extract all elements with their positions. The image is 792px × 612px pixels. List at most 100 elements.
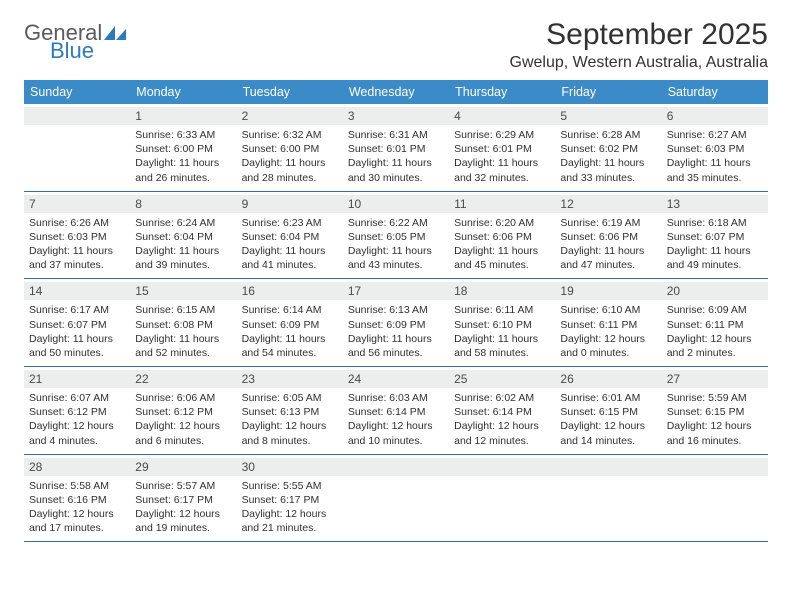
week-row: 28Sunrise: 5:58 AMSunset: 6:16 PMDayligh… xyxy=(24,455,768,543)
sunset-text: Sunset: 6:10 PM xyxy=(454,318,550,332)
sunrise-text: Sunrise: 6:19 AM xyxy=(560,216,656,230)
day-info: Sunrise: 6:29 AMSunset: 6:01 PMDaylight:… xyxy=(454,128,550,185)
week-row: 7Sunrise: 6:26 AMSunset: 6:03 PMDaylight… xyxy=(24,192,768,280)
daylight-text: Daylight: 11 hours and 50 minutes. xyxy=(29,332,125,360)
day-info: Sunrise: 6:23 AMSunset: 6:04 PMDaylight:… xyxy=(242,216,338,273)
sunset-text: Sunset: 6:13 PM xyxy=(242,405,338,419)
daylight-text: Daylight: 12 hours and 17 minutes. xyxy=(29,507,125,535)
sunrise-text: Sunrise: 6:10 AM xyxy=(560,303,656,317)
day-cell: 27 Sunrise: 5:59 AMSunset: 6:15 PMDayligh… xyxy=(662,367,768,454)
sunset-text: Sunset: 6:06 PM xyxy=(454,230,550,244)
day-info: Sunrise: 6:22 AMSunset: 6:05 PMDaylight:… xyxy=(348,216,444,273)
sunrise-text: Sunrise: 6:13 AM xyxy=(348,303,444,317)
day-info: Sunrise: 6:14 AMSunset: 6:09 PMDaylight:… xyxy=(242,303,338,360)
day-number: 1 xyxy=(130,107,236,125)
day-number: 15 xyxy=(130,282,236,300)
daylight-text: Daylight: 11 hours and 37 minutes. xyxy=(29,244,125,272)
daylight-text: Daylight: 12 hours and 8 minutes. xyxy=(242,419,338,447)
daylight-text: Daylight: 11 hours and 58 minutes. xyxy=(454,332,550,360)
page-header: General Blue September 2025 Gwelup, West… xyxy=(24,18,768,72)
day-info: Sunrise: 6:19 AMSunset: 6:06 PMDaylight:… xyxy=(560,216,656,273)
sunset-text: Sunset: 6:03 PM xyxy=(667,142,763,156)
sunrise-text: Sunrise: 6:11 AM xyxy=(454,303,550,317)
sunrise-text: Sunrise: 6:27 AM xyxy=(667,128,763,142)
weekday-header-row: Sunday Monday Tuesday Wednesday Thursday… xyxy=(24,80,768,104)
day-cell: 29Sunrise: 5:57 AMSunset: 6:17 PMDayligh… xyxy=(130,455,236,542)
day-number: 4 xyxy=(449,107,555,125)
day-number: 21 xyxy=(24,370,130,388)
day-info: Sunrise: 5:55 AMSunset: 6:17 PMDaylight:… xyxy=(242,479,338,536)
sunrise-text: Sunrise: 5:57 AM xyxy=(135,479,231,493)
daylight-text: Daylight: 11 hours and 56 minutes. xyxy=(348,332,444,360)
day-info: Sunrise: 5:59 AMSunset: 6:15 PMDaylight:… xyxy=(667,391,763,448)
day-number: 26 xyxy=(555,370,661,388)
day-cell: 8Sunrise: 6:24 AMSunset: 6:04 PMDaylight… xyxy=(130,192,236,279)
day-cell: 5Sunrise: 6:28 AMSunset: 6:02 PMDaylight… xyxy=(555,104,661,191)
day-cell xyxy=(662,455,768,542)
day-info: Sunrise: 6:07 AMSunset: 6:12 PMDaylight:… xyxy=(29,391,125,448)
sunrise-text: Sunrise: 6:07 AM xyxy=(29,391,125,405)
daylight-text: Daylight: 12 hours and 14 minutes. xyxy=(560,419,656,447)
day-number: 2 xyxy=(237,107,343,125)
sunrise-text: Sunrise: 6:28 AM xyxy=(560,128,656,142)
day-info: Sunrise: 6:01 AMSunset: 6:15 PMDaylight:… xyxy=(560,391,656,448)
sunrise-text: Sunrise: 6:24 AM xyxy=(135,216,231,230)
sunrise-text: Sunrise: 5:58 AM xyxy=(29,479,125,493)
sunset-text: Sunset: 6:07 PM xyxy=(667,230,763,244)
day-number: 20 xyxy=(662,282,768,300)
sunrise-text: Sunrise: 6:06 AM xyxy=(135,391,231,405)
sunset-text: Sunset: 6:03 PM xyxy=(29,230,125,244)
sunrise-text: Sunrise: 6:22 AM xyxy=(348,216,444,230)
day-cell xyxy=(555,455,661,542)
day-cell: 13Sunrise: 6:18 AMSunset: 6:07 PMDayligh… xyxy=(662,192,768,279)
sunrise-text: Sunrise: 6:26 AM xyxy=(29,216,125,230)
day-cell: 3Sunrise: 6:31 AMSunset: 6:01 PMDaylight… xyxy=(343,104,449,191)
day-number: 11 xyxy=(449,195,555,213)
sunset-text: Sunset: 6:09 PM xyxy=(348,318,444,332)
daylight-text: Daylight: 11 hours and 28 minutes. xyxy=(242,156,338,184)
sunset-text: Sunset: 6:01 PM xyxy=(454,142,550,156)
sunrise-text: Sunrise: 6:18 AM xyxy=(667,216,763,230)
daylight-text: Daylight: 11 hours and 32 minutes. xyxy=(454,156,550,184)
sunset-text: Sunset: 6:00 PM xyxy=(242,142,338,156)
daylight-text: Daylight: 11 hours and 45 minutes. xyxy=(454,244,550,272)
daylight-text: Daylight: 11 hours and 26 minutes. xyxy=(135,156,231,184)
daylight-text: Daylight: 12 hours and 6 minutes. xyxy=(135,419,231,447)
day-info: Sunrise: 6:18 AMSunset: 6:07 PMDaylight:… xyxy=(667,216,763,273)
day-info: Sunrise: 5:57 AMSunset: 6:17 PMDaylight:… xyxy=(135,479,231,536)
weeks-container: 1Sunrise: 6:33 AMSunset: 6:00 PMDaylight… xyxy=(24,104,768,542)
day-number: 14 xyxy=(24,282,130,300)
daylight-text: Daylight: 11 hours and 33 minutes. xyxy=(560,156,656,184)
month-year-title: September 2025 xyxy=(510,18,769,52)
day-info: Sunrise: 6:06 AMSunset: 6:12 PMDaylight:… xyxy=(135,391,231,448)
daylight-text: Daylight: 12 hours and 16 minutes. xyxy=(667,419,763,447)
day-number: 12 xyxy=(555,195,661,213)
weekday-header: Tuesday xyxy=(237,80,343,104)
daylight-text: Daylight: 11 hours and 49 minutes. xyxy=(667,244,763,272)
daylight-text: Daylight: 12 hours and 0 minutes. xyxy=(560,332,656,360)
day-number: 22 xyxy=(130,370,236,388)
day-cell xyxy=(24,104,130,191)
sunrise-text: Sunrise: 6:15 AM xyxy=(135,303,231,317)
sunset-text: Sunset: 6:05 PM xyxy=(348,230,444,244)
day-cell: 25Sunrise: 6:02 AMSunset: 6:14 PMDayligh… xyxy=(449,367,555,454)
daylight-text: Daylight: 11 hours and 43 minutes. xyxy=(348,244,444,272)
daylight-text: Daylight: 11 hours and 54 minutes. xyxy=(242,332,338,360)
day-number: 27 xyxy=(662,370,768,388)
day-number: 9 xyxy=(237,195,343,213)
sunrise-text: Sunrise: 6:20 AM xyxy=(454,216,550,230)
day-info: Sunrise: 6:05 AMSunset: 6:13 PMDaylight:… xyxy=(242,391,338,448)
sunset-text: Sunset: 6:15 PM xyxy=(560,405,656,419)
day-cell xyxy=(449,455,555,542)
sunset-text: Sunset: 6:06 PM xyxy=(560,230,656,244)
day-number: 17 xyxy=(343,282,449,300)
day-number xyxy=(343,458,449,476)
day-cell: 4 Sunrise: 6:29 AMSunset: 6:01 PMDaylight… xyxy=(449,104,555,191)
daylight-text: Daylight: 11 hours and 39 minutes. xyxy=(135,244,231,272)
sunset-text: Sunset: 6:12 PM xyxy=(135,405,231,419)
sunset-text: Sunset: 6:08 PM xyxy=(135,318,231,332)
sunset-text: Sunset: 6:15 PM xyxy=(667,405,763,419)
day-info: Sunrise: 6:27 AMSunset: 6:03 PMDaylight:… xyxy=(667,128,763,185)
day-number: 30 xyxy=(237,458,343,476)
daylight-text: Daylight: 11 hours and 35 minutes. xyxy=(667,156,763,184)
